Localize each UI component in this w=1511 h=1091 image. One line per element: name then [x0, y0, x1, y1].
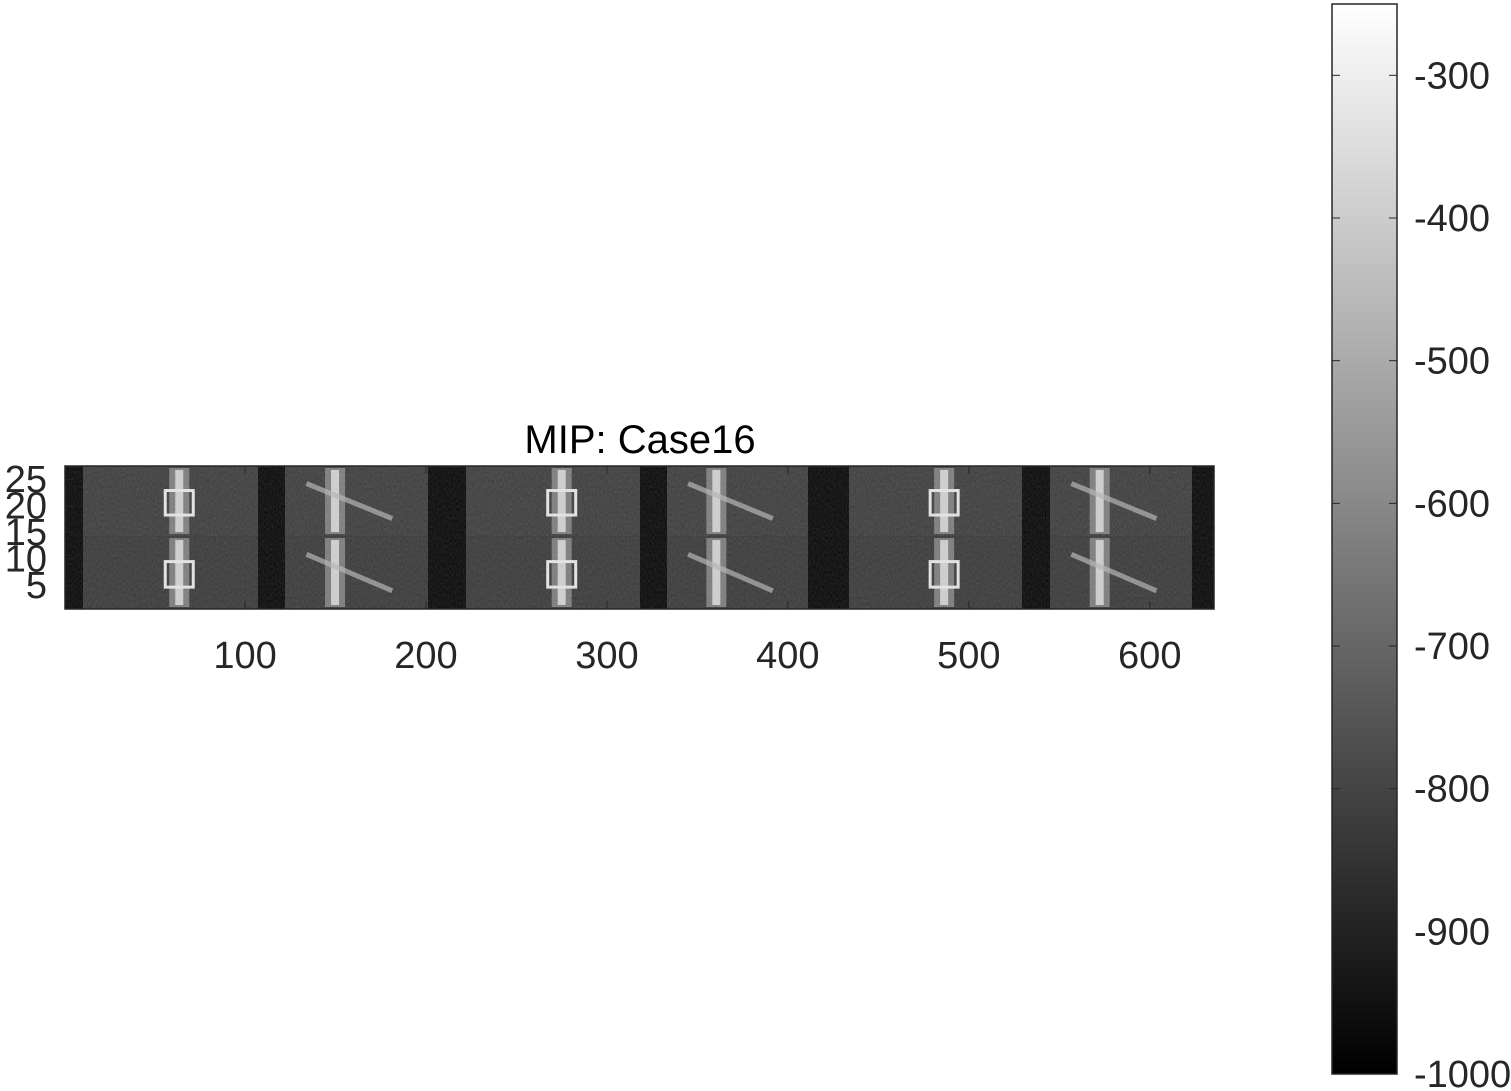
colorbar-tick-label: -1000: [1414, 1054, 1511, 1091]
colorbar-tick-label: -700: [1414, 626, 1490, 668]
colorbar-tick-label: -500: [1414, 341, 1490, 383]
colorbar-gradient: [1332, 4, 1397, 1074]
colorbar-tick-label: -900: [1414, 911, 1490, 953]
x-tick-label: 400: [756, 635, 819, 677]
figure-title: MIP: Case16: [524, 418, 755, 462]
colorbar-tick-label: -600: [1414, 483, 1490, 525]
x-tick-label: 300: [575, 635, 638, 677]
x-tick-label: 100: [213, 635, 276, 677]
colorbar-tick-label: -400: [1414, 198, 1490, 240]
x-tick-label: 600: [1118, 635, 1181, 677]
y-tick-label: 5: [26, 565, 47, 607]
x-tick-label: 200: [394, 635, 457, 677]
image-texture: [65, 466, 1214, 609]
colorbar-tick-label: -800: [1414, 769, 1490, 811]
colorbar-tick-label: -300: [1414, 55, 1490, 97]
colorbar: -300 -400 -500 -600 -700 -800 -900 -1000: [1332, 4, 1511, 1091]
x-tick-label: 500: [937, 635, 1000, 677]
